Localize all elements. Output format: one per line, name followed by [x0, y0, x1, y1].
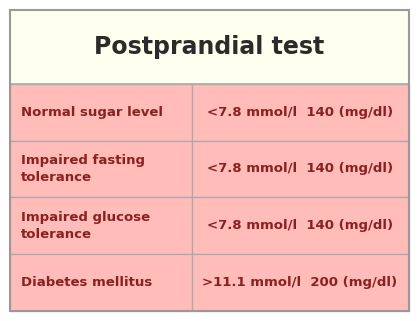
- Bar: [191, 83, 409, 141]
- Bar: [10, 10, 409, 83]
- Text: Postprandial test: Postprandial test: [94, 35, 325, 59]
- Bar: [10, 255, 191, 311]
- Bar: [10, 83, 191, 141]
- Bar: [10, 141, 191, 197]
- Bar: [191, 255, 409, 311]
- Text: <7.8 mmol/l  140 (mg/dl): <7.8 mmol/l 140 (mg/dl): [207, 162, 393, 176]
- Text: >11.1 mmol/l  200 (mg/dl): >11.1 mmol/l 200 (mg/dl): [202, 276, 398, 290]
- Text: Impaired glucose
tolerance: Impaired glucose tolerance: [21, 211, 150, 241]
- Bar: [191, 197, 409, 255]
- Bar: [10, 197, 191, 255]
- Bar: [191, 141, 409, 197]
- Text: <7.8 mmol/l  140 (mg/dl): <7.8 mmol/l 140 (mg/dl): [207, 106, 393, 118]
- Text: Diabetes mellitus: Diabetes mellitus: [21, 276, 152, 290]
- Text: Impaired fasting
tolerance: Impaired fasting tolerance: [21, 154, 145, 184]
- Text: Normal sugar level: Normal sugar level: [21, 106, 163, 118]
- Text: <7.8 mmol/l  140 (mg/dl): <7.8 mmol/l 140 (mg/dl): [207, 220, 393, 232]
